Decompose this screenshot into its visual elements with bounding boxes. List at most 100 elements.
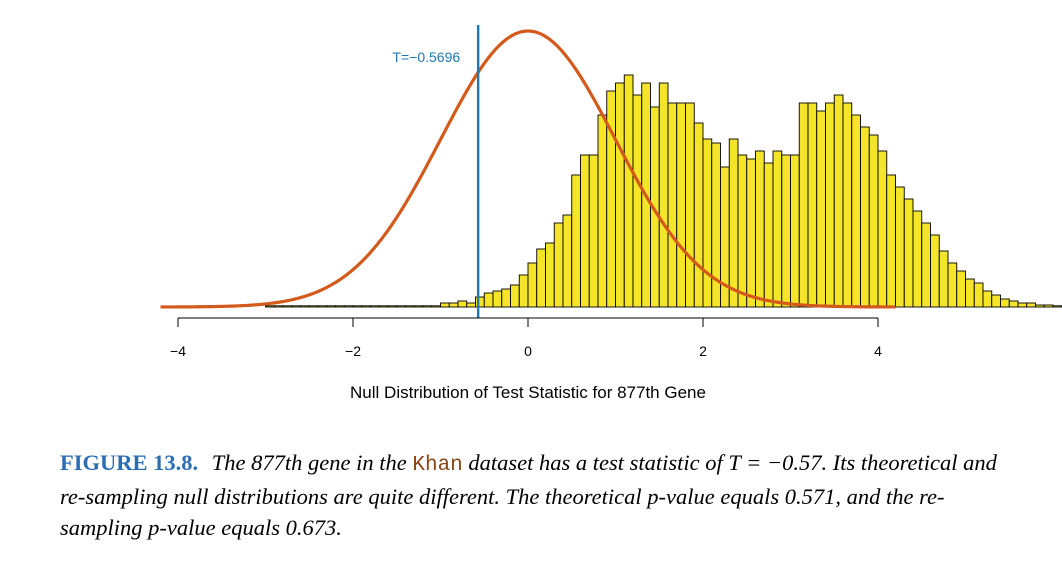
histogram-bar <box>597 114 608 308</box>
x-axis-label: Null Distribution of Test Statistic for … <box>350 383 706 402</box>
histogram-bar <box>956 270 966 308</box>
histogram-bar <box>335 305 345 308</box>
histogram-bar <box>457 300 468 308</box>
density-curve-layer <box>160 29 896 309</box>
x-tick-label: −2 <box>345 343 361 359</box>
histogram-bar <box>1035 304 1045 308</box>
histogram-bar <box>930 234 940 308</box>
histogram-bar <box>431 305 441 308</box>
histogram-bar <box>326 305 336 308</box>
histogram-bar <box>518 274 529 308</box>
histogram-bar <box>938 250 949 308</box>
figure-number: FIGURE 13.8. <box>60 450 199 475</box>
caption-text-before: The 877th gene in the <box>206 450 413 475</box>
histogram-bar <box>553 222 564 308</box>
histogram-chart: T=−0.5696 −4 −2 0 2 4 Null Distribution of T… <box>160 25 1062 402</box>
histogram-bar <box>763 162 774 308</box>
histogram-bar <box>825 102 835 308</box>
test-statistic-label: T=−0.5696 <box>392 49 460 65</box>
histogram-bar <box>343 305 354 308</box>
histogram-bar <box>693 122 704 308</box>
histogram-bar <box>1017 302 1028 308</box>
histogram-bar <box>877 150 888 308</box>
histogram-bar <box>448 302 459 308</box>
histogram-bar <box>868 134 879 308</box>
histogram-bar <box>352 305 363 308</box>
histogram-bar <box>921 222 931 308</box>
histogram-bar <box>378 305 389 308</box>
histogram-bar <box>667 102 678 308</box>
histogram-bar <box>580 154 590 308</box>
caption-text-after: dataset has a test statistic of T = −0.5… <box>60 450 997 540</box>
histogram-bar <box>492 290 503 308</box>
histogram-bar <box>483 292 494 308</box>
chart-figure: T=−0.5696 −4 −2 0 2 4 Null Distribution of T… <box>160 25 1062 402</box>
histogram-bar <box>282 305 293 308</box>
histogram-bar <box>658 82 669 308</box>
figure-caption: FIGURE 13.8. The 877th gene in the Khan … <box>60 447 1010 543</box>
histogram-bar <box>833 94 844 308</box>
histogram-bar <box>1008 300 1019 308</box>
histogram-bar <box>615 82 625 308</box>
histogram-bar <box>317 305 328 308</box>
histogram-bar <box>1000 298 1010 308</box>
histogram-bar <box>755 150 765 308</box>
histogram-bar <box>798 102 809 308</box>
histogram-bar <box>790 154 800 308</box>
histogram-bar <box>623 74 634 308</box>
histogram-bar <box>291 305 301 308</box>
histogram-bar <box>781 154 791 308</box>
histogram-bar <box>860 126 870 308</box>
histogram-bar <box>413 305 424 308</box>
histogram-bars <box>265 74 1062 308</box>
histogram-bar <box>842 102 853 308</box>
histogram-bar <box>527 262 538 308</box>
histogram-bar <box>440 302 450 308</box>
histogram-bar <box>895 186 905 308</box>
test-statistic-layer: T=−0.5696 <box>392 25 480 318</box>
histogram-bar <box>947 262 958 308</box>
histogram-bar <box>562 214 573 308</box>
x-tick-label: −4 <box>170 343 186 359</box>
histogram-bar <box>728 138 739 308</box>
histogram-bar <box>965 278 975 308</box>
dataset-name: Khan <box>412 454 463 477</box>
theoretical-density-curve <box>160 29 896 309</box>
histogram-bar <box>816 110 826 308</box>
histogram-bar <box>475 296 485 308</box>
histogram-bar <box>991 294 1001 308</box>
histogram-bar <box>1026 302 1036 308</box>
histogram-bar <box>982 290 993 308</box>
histogram-bar <box>466 302 476 308</box>
histogram-bar <box>903 198 914 308</box>
histogram-bar <box>772 150 783 308</box>
histogram-bar <box>1043 304 1054 308</box>
x-tick-label: 2 <box>699 343 707 359</box>
histogram-bar <box>308 305 319 308</box>
histogram-bar <box>536 248 546 308</box>
histogram-bar <box>973 282 984 308</box>
histogram-bar <box>300 305 310 308</box>
histogram-bar <box>545 242 555 308</box>
x-tick-label: 4 <box>874 343 882 359</box>
histogram-bar <box>807 102 818 308</box>
x-tick-label: 0 <box>524 343 532 359</box>
histogram-bar <box>370 305 380 308</box>
histogram-bar <box>632 94 643 308</box>
x-axis: −4 −2 0 2 4 <box>170 317 882 359</box>
histogram-bar <box>912 210 923 308</box>
histogram-bar <box>396 305 406 308</box>
histogram-bar <box>886 174 896 308</box>
histogram-bar <box>273 305 284 308</box>
histogram-bar <box>702 138 713 308</box>
histogram-bar <box>501 288 511 308</box>
histogram-bar <box>510 284 520 308</box>
histogram-bar <box>1052 305 1062 308</box>
histogram-bar <box>746 158 756 308</box>
histogram-bar <box>685 102 695 308</box>
histogram-bar <box>676 102 686 308</box>
histogram-bar <box>851 114 861 308</box>
histogram-bar <box>588 154 599 308</box>
histogram-bar <box>737 154 748 308</box>
histogram-bar <box>405 305 415 308</box>
